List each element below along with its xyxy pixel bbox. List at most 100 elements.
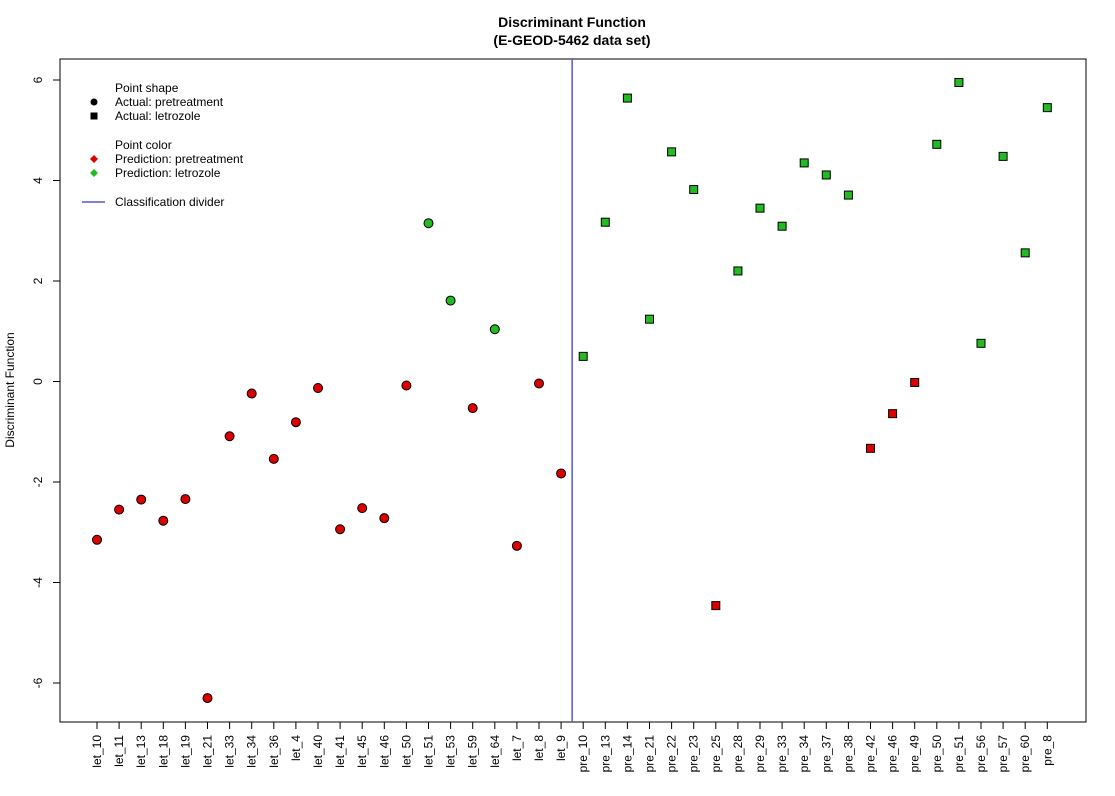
x-tick-label: pre_21: [643, 735, 657, 773]
legend-diamond-green-icon: [90, 169, 98, 177]
data-point: [534, 378, 544, 389]
data-point: [711, 601, 721, 611]
y-tick-label: -4: [31, 577, 45, 588]
x-tick-label: let_10: [90, 735, 104, 768]
data-point: [379, 513, 390, 524]
x-tick-label: let_4: [289, 735, 303, 761]
x-tick-label: pre_49: [908, 735, 922, 773]
data-point: [224, 431, 235, 442]
x-tick-label: pre_46: [886, 735, 900, 773]
data-point: [578, 351, 588, 361]
data-point: [290, 417, 301, 428]
x-tick-label: pre_25: [709, 735, 723, 773]
data-point: [114, 504, 125, 515]
data-point: [755, 203, 765, 213]
y-axis-title: Discriminant Function: [3, 332, 17, 447]
legend-color-item-letrozole: Prediction: letrozole: [115, 166, 221, 180]
x-tick-label: pre_51: [952, 735, 966, 773]
x-axis: let_10 let_11 let_13 let_18 let_19 let_21 let_…: [90, 721, 1054, 773]
x-tick-label: let_34: [245, 735, 259, 768]
x-tick-label: let_11: [112, 735, 126, 767]
x-tick-label: pre_10: [576, 735, 590, 773]
x-tick-label: pre_8: [1040, 735, 1054, 766]
y-tick-label: 4: [31, 177, 45, 184]
x-tick-label: let_36: [267, 735, 281, 768]
chart-subtitle: (E-GEOD-5462 data set): [493, 32, 650, 48]
x-tick-label: let_64: [488, 735, 502, 768]
points-layer: [92, 78, 1052, 704]
x-tick-label: let_41: [333, 735, 347, 768]
legend-shape-heading: Point shape: [115, 81, 179, 95]
data-point: [467, 403, 478, 414]
x-tick-label: pre_14: [620, 735, 634, 773]
data-point: [645, 314, 654, 324]
y-tick-label: -2: [31, 476, 45, 487]
legend-shape-item-circle: Actual: pretreatment: [115, 95, 224, 109]
data-point: [888, 409, 898, 419]
x-tick-label: let_13: [134, 735, 148, 768]
x-tick-label: let_46: [377, 735, 391, 768]
data-point: [202, 693, 213, 704]
x-tick-label: pre_38: [841, 735, 855, 773]
x-tick-label: pre_42: [864, 735, 878, 773]
x-tick-label: let_59: [466, 735, 480, 768]
x-tick-label: pre_33: [775, 735, 789, 773]
x-tick-label: let_9: [554, 735, 568, 761]
data-point: [445, 295, 456, 306]
y-tick-label: 2: [31, 277, 45, 284]
x-tick-label: pre_56: [974, 735, 988, 773]
data-point: [600, 217, 610, 227]
legend-diamond-red-icon: [90, 155, 98, 163]
data-point: [622, 93, 632, 103]
x-tick-label: pre_28: [731, 735, 745, 773]
x-tick-label: let_50: [399, 735, 413, 768]
y-tick-label: -6: [31, 677, 45, 688]
legend: Point shape Actual: pretreatment Actual:…: [82, 81, 244, 209]
legend-color-heading: Point color: [115, 138, 172, 152]
x-tick-label: pre_50: [930, 735, 944, 773]
legend-square-icon: [90, 112, 98, 120]
data-point: [910, 378, 920, 388]
chart-title: Discriminant Function: [498, 14, 646, 30]
data-point: [489, 324, 500, 335]
data-point: [401, 380, 412, 391]
x-tick-label: pre_23: [687, 735, 701, 773]
data-point: [866, 443, 875, 453]
x-tick-label: let_45: [355, 735, 369, 768]
data-point: [1042, 103, 1052, 113]
data-point: [733, 266, 743, 276]
x-tick-label: let_18: [156, 735, 170, 768]
data-point: [954, 78, 964, 88]
data-point: [511, 540, 522, 551]
legend-color-item-pretreatment: Prediction: pretreatment: [115, 152, 244, 166]
data-point: [998, 151, 1008, 161]
y-tick-label: 0: [31, 378, 45, 385]
x-tick-label: let_33: [223, 735, 237, 768]
x-tick-label: pre_37: [819, 735, 833, 773]
x-tick-label: pre_13: [598, 735, 612, 773]
data-point: [667, 147, 677, 157]
y-axis: -6 -4 -2 0 2 4 6: [31, 76, 61, 688]
data-point: [799, 158, 809, 168]
data-point: [357, 503, 368, 514]
x-tick-label: let_19: [178, 735, 192, 768]
x-tick-label: pre_22: [665, 735, 679, 773]
data-point: [246, 388, 257, 399]
x-tick-label: let_40: [311, 735, 325, 768]
x-tick-label: let_51: [422, 735, 436, 768]
legend-shape-item-square: Actual: letrozole: [115, 109, 201, 123]
data-point: [689, 185, 699, 195]
data-point: [158, 515, 169, 526]
data-point: [843, 190, 853, 200]
data-point: [335, 524, 346, 535]
x-tick-label: let_8: [532, 735, 546, 761]
legend-divider-label: Classification divider: [115, 195, 224, 209]
x-tick-label: pre_57: [996, 735, 1010, 773]
data-point: [1020, 248, 1030, 258]
x-tick-label: let_7: [510, 735, 524, 761]
y-tick-label: 6: [31, 76, 45, 83]
data-point: [423, 218, 434, 229]
data-point: [92, 534, 102, 545]
data-point: [976, 338, 986, 348]
